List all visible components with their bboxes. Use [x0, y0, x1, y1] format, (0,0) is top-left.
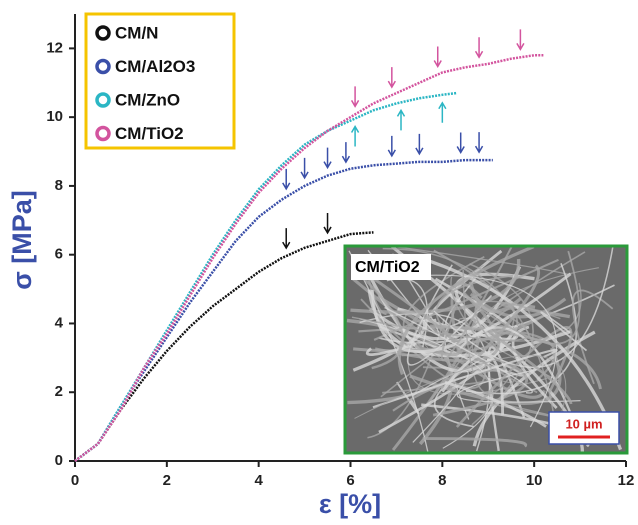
legend-label: CM/N: [115, 23, 158, 42]
arrow: [398, 110, 405, 130]
arrow: [476, 37, 483, 57]
x-tick-label: 8: [438, 472, 446, 489]
legend-label: CM/Al2O3: [115, 57, 195, 76]
legend-label: CM/TiO2: [115, 124, 184, 143]
y-tick-label: 8: [55, 177, 63, 194]
x-tick-label: 12: [618, 472, 635, 489]
arrow: [301, 158, 308, 178]
arrow: [476, 132, 483, 152]
arrow: [517, 29, 524, 49]
arrow: [352, 86, 359, 106]
arrow: [439, 103, 446, 123]
inset-label: CM/TiO2: [355, 259, 420, 276]
x-tick-label: 6: [346, 472, 354, 489]
arrow: [388, 67, 395, 87]
x-tick-label: 0: [71, 472, 79, 489]
scale-bar-label: 10 µm: [565, 416, 602, 431]
x-tick-label: 2: [163, 472, 171, 489]
y-tick-label: 12: [46, 39, 63, 56]
legend-label: CM/ZnO: [115, 90, 180, 109]
arrow: [342, 142, 349, 162]
x-tick-label: 10: [526, 472, 543, 489]
series-line: [75, 232, 373, 461]
arrow: [416, 134, 423, 154]
arrow: [283, 228, 290, 248]
y-tick-label: 0: [55, 452, 63, 469]
y-tick-label: 4: [55, 314, 64, 331]
arrow: [352, 127, 359, 147]
arrow: [457, 132, 464, 152]
arrow: [283, 169, 290, 189]
x-tick-label: 4: [254, 472, 263, 489]
arrow: [434, 47, 441, 67]
y-tick-label: 6: [55, 246, 63, 263]
chart: ε [%] σ [MPa] 0 2 4 6 8 10 12 0 2 4 6 8 10 12 CM/TiO2 1…: [0, 0, 638, 525]
x-axis-label: ε [%]: [319, 489, 381, 519]
y-axis-label: σ [MPa]: [7, 190, 37, 289]
arrow: [324, 148, 331, 168]
y-tick-label: 10: [46, 108, 63, 125]
arrow: [388, 136, 395, 156]
y-tick-label: 2: [55, 383, 63, 400]
arrow: [324, 213, 331, 233]
